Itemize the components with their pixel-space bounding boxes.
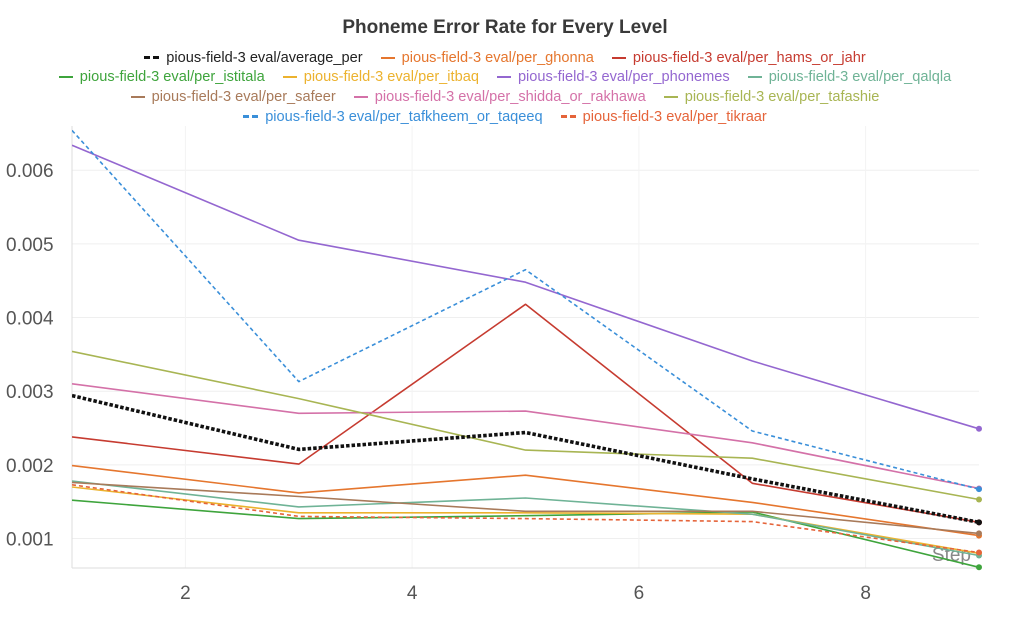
x-tick-label: 8	[860, 583, 871, 604]
series-line	[72, 144, 980, 430]
series-end-point	[976, 486, 982, 493]
y-tick-label: 0.005	[6, 235, 54, 256]
series-end-point	[976, 564, 982, 571]
legend-row: pious-field-3 eval/per_safeer pious-fiel…	[0, 87, 1010, 107]
series-line	[72, 383, 980, 490]
y-tick-label: 0.006	[6, 161, 54, 182]
series-end-point	[976, 496, 982, 503]
legend-item[interactable]: pious-field-3 eval/per_tikraar	[560, 108, 767, 125]
legend-row: pious-field-3 eval/average_per pious-fie…	[0, 48, 1010, 68]
legend-swatch	[243, 115, 259, 119]
legend-label: pious-field-3 eval/per_tafashie	[684, 88, 880, 105]
legend-swatch	[560, 115, 576, 119]
legend-label: pious-field-3 eval/per_tikraar	[582, 108, 767, 125]
legend-row: pious-field-3 eval/per_tafkheem_or_taqee…	[0, 107, 1010, 127]
legend-row: pious-field-3 eval/per_istitala pious-fi…	[0, 68, 1010, 88]
legend-item[interactable]: pious-field-3 eval/per_safeer	[130, 88, 336, 105]
legend-item[interactable]: pious-field-3 eval/per_istitala	[58, 69, 265, 86]
legend-swatch	[747, 76, 762, 79]
legend-swatch	[663, 95, 678, 98]
series-line	[72, 129, 980, 490]
legend-item[interactable]: pious-field-3 eval/per_shidda_or_rakhawa	[353, 88, 646, 105]
legend-label: pious-field-3 eval/per_ghonna	[401, 49, 594, 66]
legend-item[interactable]: pious-field-3 eval/per_tafkheem_or_taqee…	[243, 108, 543, 125]
legend-swatch	[130, 95, 145, 98]
legend-swatch	[144, 56, 160, 60]
legend-item[interactable]: pious-field-3 eval/per_itbaq	[282, 69, 479, 86]
series-line	[72, 350, 980, 501]
series-line	[72, 464, 980, 537]
legend-item[interactable]: pious-field-3 eval/per_qalqla	[747, 69, 952, 86]
series-end-point	[976, 530, 982, 537]
legend-swatch	[496, 76, 511, 79]
legend-label: pious-field-3 eval/per_phonemes	[517, 69, 730, 86]
series-line	[72, 393, 980, 525]
y-tick-label: 0.004	[6, 309, 54, 330]
series-line	[72, 480, 980, 557]
x-tick-label: 6	[634, 583, 645, 604]
legend-item[interactable]: pious-field-3 eval/per_ghonna	[380, 49, 594, 66]
legend-label: pious-field-3 eval/average_per	[166, 49, 363, 66]
legend-swatch	[353, 95, 368, 98]
series-line	[72, 484, 980, 554]
series-end-point	[976, 519, 982, 526]
legend-swatch	[380, 56, 395, 59]
y-tick-label: 0.003	[6, 382, 54, 403]
series-line	[72, 303, 980, 524]
x-tick-label: 2	[180, 583, 191, 604]
y-tick-label: 0.002	[6, 456, 54, 477]
legend-item[interactable]: pious-field-3 eval/per_phonemes	[496, 69, 730, 86]
legend-label: pious-field-3 eval/per_qalqla	[768, 69, 952, 86]
series-end-point	[976, 425, 982, 432]
x-tick-label: 4	[407, 583, 418, 604]
legend-label: pious-field-3 eval/per_itbaq	[303, 69, 479, 86]
legend-label: pious-field-3 eval/per_hams_or_jahr	[632, 49, 866, 66]
legend-label: pious-field-3 eval/per_tafkheem_or_taqee…	[265, 108, 543, 125]
series-end-point	[976, 549, 982, 556]
legend-label: pious-field-3 eval/per_safeer	[151, 88, 336, 105]
legend-swatch	[282, 76, 297, 79]
series-line	[72, 499, 980, 569]
series-line	[72, 481, 980, 535]
legend-item[interactable]: pious-field-3 eval/per_tafashie	[663, 88, 880, 105]
y-tick-label: 0.001	[6, 530, 54, 551]
legend-label: pious-field-3 eval/per_istitala	[79, 69, 265, 86]
legend-swatch	[58, 76, 73, 79]
legend-item[interactable]: pious-field-3 eval/average_per	[144, 49, 363, 66]
legend-label: pious-field-3 eval/per_shidda_or_rakhawa	[374, 88, 646, 105]
legend: pious-field-3 eval/average_per pious-fie…	[0, 48, 1010, 126]
legend-swatch	[611, 56, 626, 59]
legend-item[interactable]: pious-field-3 eval/per_hams_or_jahr	[611, 49, 866, 66]
chart-title: Phoneme Error Rate for Every Level	[342, 17, 668, 38]
